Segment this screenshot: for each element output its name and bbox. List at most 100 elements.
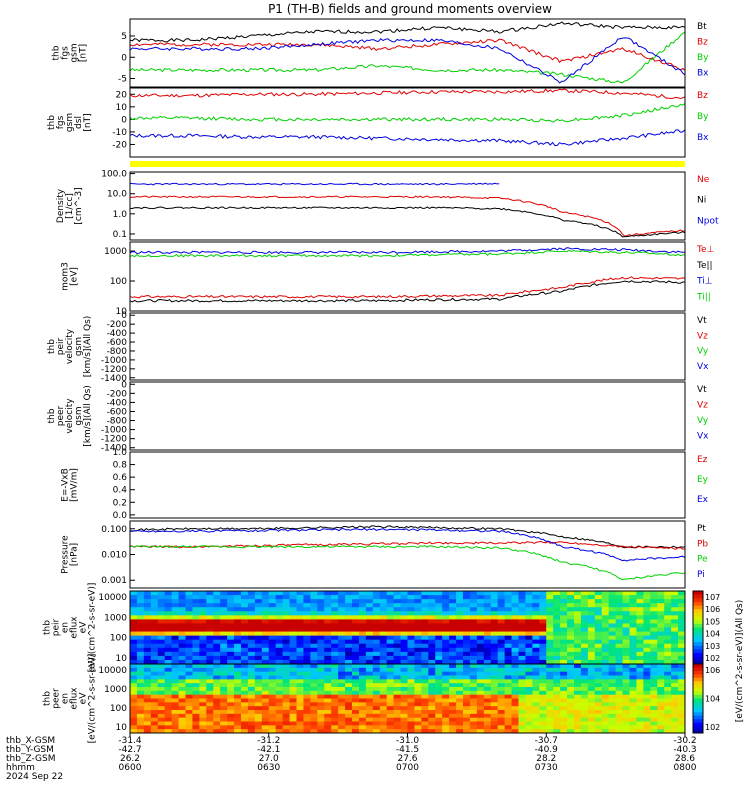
heatmap-cell bbox=[220, 627, 228, 633]
heatmap-cell bbox=[608, 631, 617, 637]
colorbar-step bbox=[693, 598, 703, 603]
heatmap-cell bbox=[587, 651, 596, 657]
heatmap-cell bbox=[469, 725, 478, 730]
heatmap-cell bbox=[234, 651, 242, 657]
heatmap-cell bbox=[227, 627, 235, 633]
heatmap-cell bbox=[657, 599, 665, 604]
heatmap-cell bbox=[574, 690, 582, 696]
heatmap-cell bbox=[629, 710, 637, 715]
heatmap-cell bbox=[143, 607, 152, 612]
heatmap-cell bbox=[553, 623, 561, 628]
heatmap-cell bbox=[511, 725, 519, 730]
heatmap-cell bbox=[171, 687, 180, 692]
heatmap-cell bbox=[469, 591, 478, 596]
heatmap-cell bbox=[247, 713, 256, 719]
heatmap-cell bbox=[296, 647, 304, 653]
heatmap-cell bbox=[539, 679, 547, 684]
heatmap-cell bbox=[192, 627, 200, 633]
heatmap-cell bbox=[421, 595, 429, 600]
heatmap-cell bbox=[587, 725, 596, 730]
heatmap-cell bbox=[220, 710, 228, 715]
heatmap-cell bbox=[580, 651, 589, 657]
heatmap-cell bbox=[324, 619, 332, 624]
heatmap-cell bbox=[567, 706, 575, 711]
heatmap-cell bbox=[331, 603, 339, 608]
heatmap-cell bbox=[143, 721, 152, 726]
heatmap-cell bbox=[164, 664, 173, 669]
heatmap-cell bbox=[608, 643, 617, 649]
heatmap-cell bbox=[442, 607, 450, 612]
heatmap-cell bbox=[234, 706, 242, 711]
heatmap-cell bbox=[414, 725, 422, 730]
heatmap-cell bbox=[574, 595, 582, 600]
heatmap-cell bbox=[185, 698, 193, 703]
heatmap-cell bbox=[567, 659, 575, 665]
heatmap-cell bbox=[587, 635, 596, 641]
heatmap-cell bbox=[421, 623, 429, 628]
heatmap-cell bbox=[435, 643, 443, 649]
heatmap-cell bbox=[560, 635, 568, 641]
heatmap-cell bbox=[601, 725, 610, 730]
heatmap-cell bbox=[365, 627, 374, 633]
heatmap-cell bbox=[476, 702, 485, 707]
heatmap-cell bbox=[303, 698, 311, 703]
heatmap-cell bbox=[178, 721, 186, 726]
heatmap-cell bbox=[636, 655, 644, 661]
heatmap-cell bbox=[643, 635, 651, 641]
colorbar-tick: 107 bbox=[705, 593, 720, 602]
heatmap-cell bbox=[643, 694, 651, 699]
heatmap-cell bbox=[657, 664, 665, 669]
heatmap-cell bbox=[546, 667, 554, 673]
heatmap-cell bbox=[650, 671, 658, 676]
heatmap-cell bbox=[386, 690, 395, 696]
heatmap-cell bbox=[629, 639, 637, 645]
heatmap-cell bbox=[206, 721, 214, 726]
heatmap-cell bbox=[678, 591, 686, 596]
heatmap-cell bbox=[365, 615, 374, 620]
heatmap-cell bbox=[435, 603, 443, 608]
heatmap-cell bbox=[241, 635, 249, 641]
heatmap-cell bbox=[490, 639, 499, 645]
heatmap-cell bbox=[525, 717, 533, 722]
heatmap-cell bbox=[525, 679, 533, 684]
heatmap-cell bbox=[414, 631, 422, 637]
heatmap-cell bbox=[671, 607, 679, 612]
heatmap-cell bbox=[220, 702, 228, 707]
heatmap-cell bbox=[136, 647, 145, 653]
heatmap-cell bbox=[289, 615, 297, 620]
heatmap-cell bbox=[615, 664, 624, 669]
heatmap-cell bbox=[261, 655, 270, 661]
heatmap-cell bbox=[164, 667, 173, 673]
heatmap-cell bbox=[449, 706, 457, 711]
colorbar-step bbox=[693, 722, 703, 727]
heatmap-cell bbox=[636, 717, 644, 722]
heatmap-cell bbox=[400, 710, 408, 715]
heatmap-cell bbox=[234, 694, 242, 699]
heatmap-cell bbox=[678, 721, 686, 726]
heatmap-cell bbox=[539, 721, 547, 726]
series-Ti||-line bbox=[129, 249, 686, 258]
heatmap-cell bbox=[567, 698, 575, 703]
heatmap-cell bbox=[594, 619, 603, 624]
heatmap-cell bbox=[296, 595, 304, 600]
heatmap-cell bbox=[241, 627, 249, 633]
heatmap-cell bbox=[483, 725, 492, 730]
heatmap-cell bbox=[352, 687, 360, 692]
heatmap-cell bbox=[532, 721, 540, 726]
xrow-value: -42.7 bbox=[118, 745, 141, 755]
heatmap-cell bbox=[365, 595, 374, 600]
ytick-label: -800 bbox=[107, 417, 128, 427]
heatmap-cell bbox=[463, 694, 471, 699]
colorbar-step bbox=[693, 605, 703, 610]
heatmap-cell bbox=[143, 687, 152, 692]
heatmap-cell bbox=[608, 623, 617, 628]
heatmap-cell bbox=[282, 591, 291, 596]
heatmap-cell bbox=[331, 698, 339, 703]
heatmap-cell bbox=[282, 717, 291, 722]
heatmap-cell bbox=[601, 690, 610, 696]
heatmap-cell bbox=[650, 675, 658, 680]
heatmap-cell bbox=[136, 655, 145, 661]
ytick-label: 10 bbox=[116, 654, 128, 664]
heatmap-cell bbox=[671, 687, 679, 692]
heatmap-cell bbox=[372, 713, 381, 719]
